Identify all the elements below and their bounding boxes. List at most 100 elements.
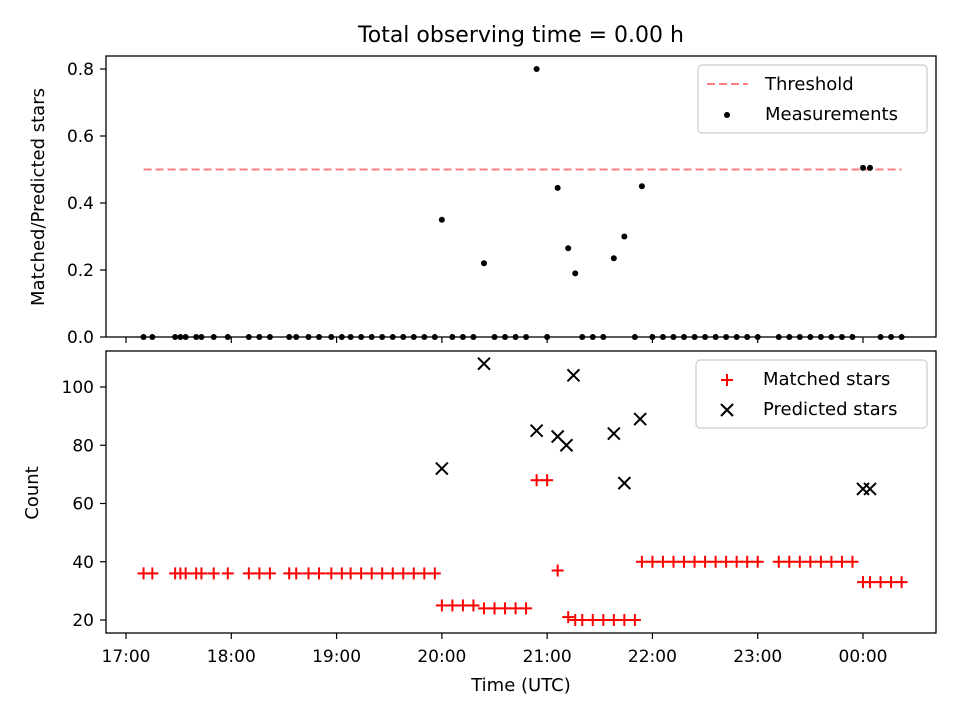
legend-predicted-label: Predicted stars [763,399,897,420]
matched-star-point [302,567,315,580]
matched-star-point [488,602,501,615]
matched-star-point [586,614,599,626]
matched-star-point [597,614,610,626]
matched-star-point [751,555,764,568]
bottom-x-axis: 17:00 18:00 19:00 20:00 21:00 22:00 23:00 00:00 [102,633,888,667]
matched-star-point [678,555,691,568]
top-y-axis: 0.0 0.2 0.4 0.6 0.8 [67,60,106,348]
measurement-point [554,184,561,191]
matched-star-point [825,555,838,568]
matched-star-point [783,555,796,568]
matched-star-point [835,555,848,568]
matched-star-point [576,614,589,626]
top-axes-frame [105,55,937,338]
x-tick-label: 17:00 [102,647,151,667]
matched-star-point [772,555,785,568]
matched-star-point [499,602,512,615]
top-legend: Threshold Measurements [697,64,928,134]
matched-star-point [628,614,641,626]
matched-star-point [456,599,469,612]
x-axis-label: Time (UTC) [470,675,571,696]
predicted-star-stroke [529,423,544,438]
bottom-y-tick-label: 60 [72,495,94,515]
matched-star-point [699,555,712,568]
chart-title: Total observing time = 0.00 h [357,23,684,48]
predicted-star-point [863,482,877,496]
measurement-point [860,164,866,171]
matched-star-point [646,555,659,568]
x-tick-label: 20:00 [417,647,466,667]
predicted-star-stroke [863,482,877,496]
matched-star-point [365,567,378,580]
predicted-star-point [607,426,621,441]
predicted-star-stroke [477,356,491,371]
matched-star-point [846,555,859,568]
matched-star-point [195,567,208,580]
measurement-point [867,164,874,171]
matched-star-point [179,567,192,580]
matched-star-point [386,567,399,580]
matched-star-point [435,599,448,612]
matched-star-point [477,602,490,615]
measurement-point [480,260,487,267]
matched-star-point [146,567,159,580]
predicted-star-point [529,423,544,438]
matched-star-point [242,567,255,580]
measurement-point [638,183,645,190]
matched-star-point [221,567,234,580]
x-tick-label: 23:00 [733,647,782,667]
matched-star-point [290,567,303,580]
predicted-star-stroke [435,461,449,476]
matched-star-point [667,555,680,568]
matched-star-point [397,567,410,580]
predicted-star-stroke [559,438,574,452]
predicted-star-stroke [633,412,647,426]
matched-star-point [407,567,420,580]
matched-star-point [313,567,326,580]
matched-star-point [530,474,543,487]
measurement-point [438,216,445,223]
matched-star-point [562,611,575,624]
predicted-star-point [477,356,491,371]
x-tick-label: 00:00 [839,647,888,667]
matched-star-point [253,567,266,580]
matched-star-point [344,567,357,580]
matched-star-point [418,567,431,580]
matched-star-point [874,576,887,589]
x-tick-label: 18:00 [207,647,256,667]
bottom-axes-frame [105,350,937,634]
measurement-point [572,270,579,277]
measurement-point [533,66,540,72]
bottom-plot-area [137,356,908,626]
matched-star-point [814,555,827,568]
matched-star-point [656,555,669,568]
top-plot: 0.00.20.40.60.8 Matched/Predicted stars … [28,55,937,348]
x-tick-label: 21:00 [523,647,572,667]
predicted-star-point [559,438,574,452]
bottom-y-axis-label: Count [22,466,43,519]
matched-star-point [263,567,276,580]
matched-star-point [741,555,754,568]
bottom-y-tick-label: 100 [62,378,94,398]
matched-star-point [325,567,338,580]
matched-star-point [895,576,908,589]
bottom-y-axis: 20 40 60 80 100 [62,378,106,631]
matched-star-point [618,614,631,626]
top-y-tick-label: 0.2 [67,261,94,281]
matched-star-point [551,564,564,577]
x-tick-label: 19:00 [312,647,361,667]
top-legend-frame [697,64,928,134]
predicted-star-stroke [617,476,632,490]
matched-star-point [864,576,877,589]
matched-star-point [520,602,533,615]
matched-star-point [730,555,743,568]
legend-matched-swatch [721,374,733,386]
top-y-tick-label: 0.0 [67,328,94,348]
matched-star-point [635,555,648,568]
matched-star-point [428,567,441,580]
predicted-star-point [633,412,647,426]
predicted-star-point [566,368,581,383]
bottom-plot: 20 40 60 80 100 17:00 18:00 19:00 20:00 21:00 22:… [22,350,937,696]
predicted-star-stroke [550,429,565,444]
matched-star-point [355,567,368,580]
